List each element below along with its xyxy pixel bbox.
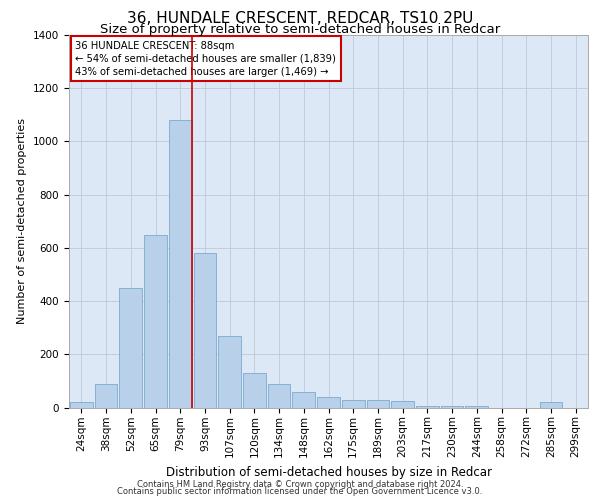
Bar <box>119 288 142 408</box>
Bar <box>466 406 488 407</box>
Bar <box>268 384 290 407</box>
Bar <box>194 253 216 408</box>
Text: Contains public sector information licensed under the Open Government Licence v3: Contains public sector information licen… <box>118 487 482 496</box>
Bar <box>317 397 340 407</box>
Bar <box>95 384 118 407</box>
Y-axis label: Number of semi-detached properties: Number of semi-detached properties <box>17 118 28 324</box>
Bar <box>391 401 414 407</box>
Bar <box>367 400 389 407</box>
Bar <box>70 402 93 407</box>
Bar <box>243 373 266 408</box>
Bar <box>292 392 315 407</box>
X-axis label: Distribution of semi-detached houses by size in Redcar: Distribution of semi-detached houses by … <box>166 466 491 478</box>
Bar <box>441 406 463 407</box>
Text: 36 HUNDALE CRESCENT: 88sqm
← 54% of semi-detached houses are smaller (1,839)
43%: 36 HUNDALE CRESCENT: 88sqm ← 54% of semi… <box>75 40 336 77</box>
Bar <box>416 406 439 407</box>
Bar <box>539 402 562 407</box>
Text: Size of property relative to semi-detached houses in Redcar: Size of property relative to semi-detach… <box>100 22 500 36</box>
Text: 36, HUNDALE CRESCENT, REDCAR, TS10 2PU: 36, HUNDALE CRESCENT, REDCAR, TS10 2PU <box>127 11 473 26</box>
Bar <box>144 234 167 408</box>
Bar <box>218 336 241 407</box>
Bar <box>342 400 365 407</box>
Bar <box>169 120 191 408</box>
Text: Contains HM Land Registry data © Crown copyright and database right 2024.: Contains HM Land Registry data © Crown c… <box>137 480 463 489</box>
